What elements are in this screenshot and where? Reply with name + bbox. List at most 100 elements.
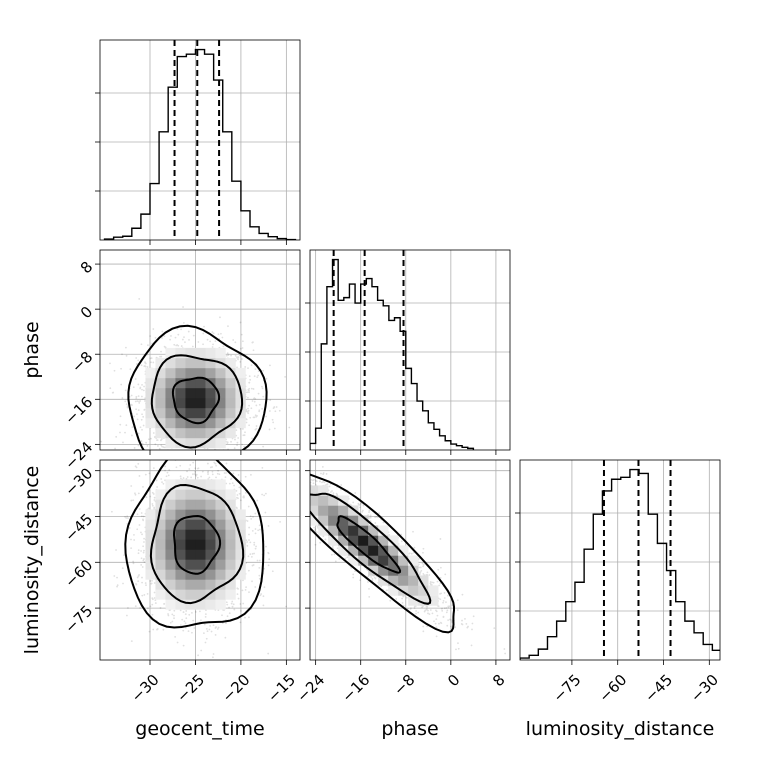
scatter-point <box>205 455 207 457</box>
scatter-point <box>246 544 249 547</box>
scatter-point <box>164 346 167 349</box>
scatter-point <box>131 404 133 407</box>
scatter-point <box>154 436 156 439</box>
scatter-point <box>138 508 141 510</box>
scatter-point <box>259 528 261 531</box>
scatter-point <box>121 353 123 356</box>
tick-label-x-phase: −24 <box>293 671 328 706</box>
scatter-point <box>161 330 164 333</box>
density-bin <box>195 559 206 570</box>
density-bin <box>155 397 166 409</box>
density-bin <box>165 417 176 429</box>
scatter-point <box>285 455 287 457</box>
density-bin <box>225 407 236 419</box>
scatter-point <box>247 412 250 415</box>
scatter-point <box>305 495 307 497</box>
scatter-point <box>183 336 185 339</box>
scatter-point <box>224 476 227 479</box>
scatter-point <box>138 475 141 477</box>
scatter-point <box>140 364 143 367</box>
scatter-point <box>225 354 228 357</box>
density-bin <box>185 417 196 429</box>
density-bin <box>205 529 216 540</box>
scatter-point <box>124 389 127 392</box>
scatter-point <box>249 553 252 556</box>
density-bins <box>145 479 246 610</box>
scatter-point <box>253 375 256 378</box>
density-bin <box>195 367 206 379</box>
scatter-point <box>256 376 259 379</box>
scatter-point <box>239 499 242 502</box>
scatter-point <box>113 575 116 577</box>
scatter-point <box>221 614 223 617</box>
scatter-point <box>357 503 360 506</box>
scatter-point <box>265 377 268 380</box>
density-bin <box>155 427 166 439</box>
scatter-point <box>137 552 140 555</box>
density-bin <box>235 417 246 429</box>
scatter-point <box>224 461 226 463</box>
density-bin <box>175 417 186 429</box>
scatter-point <box>133 533 135 536</box>
scatter-point <box>137 432 140 435</box>
tick-label-y-phase: −16 <box>61 393 96 428</box>
scatter-point <box>130 485 133 487</box>
density-bin <box>235 549 246 560</box>
scatter-point <box>244 475 247 478</box>
tick-label-x-luminosity-distance: −30 <box>687 671 722 706</box>
histogram-luminosity-distance: −75 −60 −45 −30 <box>515 459 722 706</box>
scatter-point <box>137 580 140 583</box>
scatter-point <box>135 395 138 398</box>
scatter-point <box>245 409 248 412</box>
scatter-point <box>246 410 249 413</box>
density-bin <box>175 529 186 540</box>
contour-level-2 <box>150 354 244 449</box>
density-bin <box>235 539 246 550</box>
scatter-point <box>125 517 128 519</box>
scatter-point <box>250 387 253 390</box>
scatter-point <box>256 559 259 562</box>
scatter-point <box>268 428 271 431</box>
scatter-point <box>250 364 253 367</box>
scatter-point <box>258 409 261 412</box>
scatter-point <box>188 468 191 470</box>
scatter-point <box>116 576 118 579</box>
scatter-point <box>217 333 220 336</box>
scatter-point <box>179 475 182 478</box>
scatter-point <box>146 607 149 610</box>
scatter-point <box>123 554 126 557</box>
scatter-point <box>126 406 129 409</box>
scatter-point <box>248 526 251 529</box>
density-bin <box>175 357 186 369</box>
scatter-point <box>130 434 133 437</box>
scatter-point <box>254 586 257 588</box>
scatter-point <box>176 453 178 455</box>
scatter-point <box>272 407 275 410</box>
density-bin <box>175 559 186 570</box>
scatter-point <box>226 615 229 618</box>
scatter-point <box>206 630 209 633</box>
scatter-point <box>255 427 258 430</box>
density-bin <box>145 367 156 379</box>
scatter-point <box>160 439 162 442</box>
scatter-point <box>211 470 214 473</box>
xlabel-phase: phase <box>381 718 438 740</box>
scatter-point <box>139 386 142 389</box>
scatter-point <box>120 383 123 386</box>
scatter-point <box>246 520 249 522</box>
scatter-point <box>212 461 214 463</box>
scatter-point <box>140 512 143 514</box>
scatter-point <box>242 434 245 437</box>
density-bin <box>195 437 206 449</box>
scatter-point <box>209 450 211 452</box>
density-bin <box>185 397 196 409</box>
scatter-point <box>154 336 157 339</box>
density-bin <box>235 569 246 580</box>
scatter-point <box>237 450 239 452</box>
density-bin <box>175 387 186 399</box>
density-bin <box>175 599 186 610</box>
scatter-point <box>140 531 142 534</box>
scatter-point <box>136 513 139 516</box>
scatter-point <box>191 612 193 614</box>
density-bin <box>165 529 176 540</box>
